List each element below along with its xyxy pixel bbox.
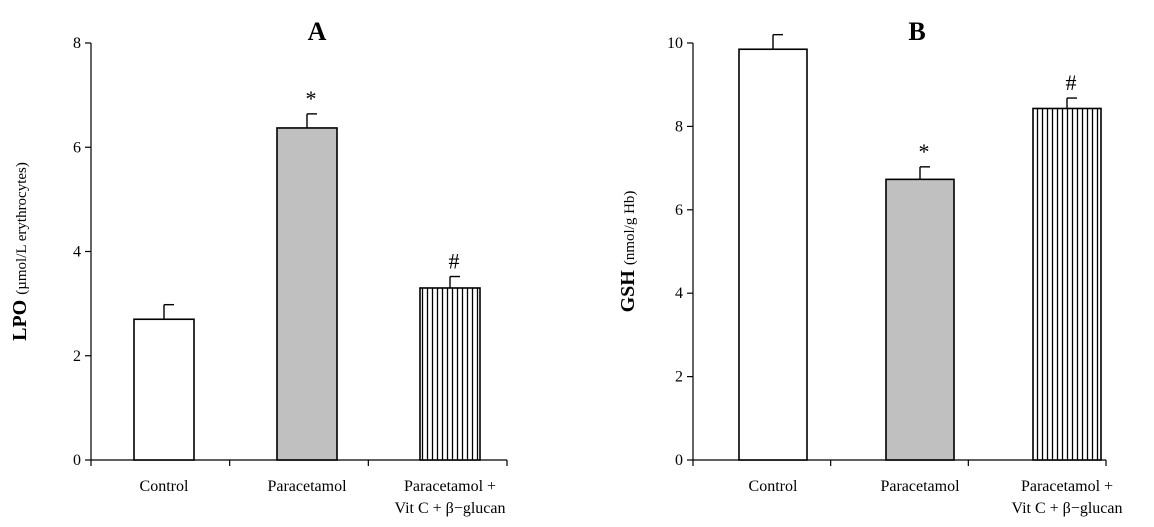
y-tick-label: 8 bbox=[73, 35, 81, 52]
chart-panel-b: B 0 2 4 6 8 10 Control * Paracetamol # Paracetamol … bbox=[617, 17, 1123, 517]
y-axis-label: GSH (nmol/g Hb) bbox=[617, 191, 639, 313]
y-axis-label: LPO (µmol/L erythrocytes) bbox=[9, 162, 31, 341]
y-tick-label: 4 bbox=[73, 244, 81, 261]
significance-mark: * bbox=[306, 86, 317, 111]
category-label: Control bbox=[140, 478, 189, 495]
category-label: Paracetamol + Vit C + β−glucan bbox=[1012, 478, 1123, 517]
category-label: Control bbox=[749, 478, 798, 495]
bar bbox=[420, 288, 480, 460]
category-label: Paracetamol bbox=[880, 478, 960, 495]
y-tick-label: 6 bbox=[675, 202, 683, 219]
bar bbox=[134, 319, 194, 460]
y-tick-label: 2 bbox=[73, 348, 81, 365]
y-tick-label: 10 bbox=[667, 35, 683, 52]
bar bbox=[739, 49, 807, 460]
y-tick-label: 0 bbox=[675, 452, 683, 469]
bar bbox=[1033, 108, 1101, 460]
category-label: Paracetamol + Vit C + β−glucan bbox=[395, 478, 506, 517]
bar bbox=[277, 128, 337, 460]
significance-mark: * bbox=[919, 139, 930, 164]
chart-panel-a: A 0 2 4 6 8 Control * Paracetamol # Paracetamol + V… bbox=[9, 17, 507, 517]
chart-title: B bbox=[908, 17, 925, 46]
y-tick-label: 4 bbox=[675, 285, 683, 302]
bar bbox=[886, 179, 954, 460]
y-tick-label: 2 bbox=[675, 369, 683, 386]
chart-title: A bbox=[308, 17, 327, 46]
y-tick-label: 8 bbox=[675, 118, 683, 135]
significance-mark: # bbox=[1066, 70, 1077, 95]
y-tick-label: 6 bbox=[73, 139, 81, 156]
significance-mark: # bbox=[449, 249, 460, 274]
y-tick-label: 0 bbox=[73, 452, 81, 469]
category-label: Paracetamol bbox=[267, 478, 347, 495]
